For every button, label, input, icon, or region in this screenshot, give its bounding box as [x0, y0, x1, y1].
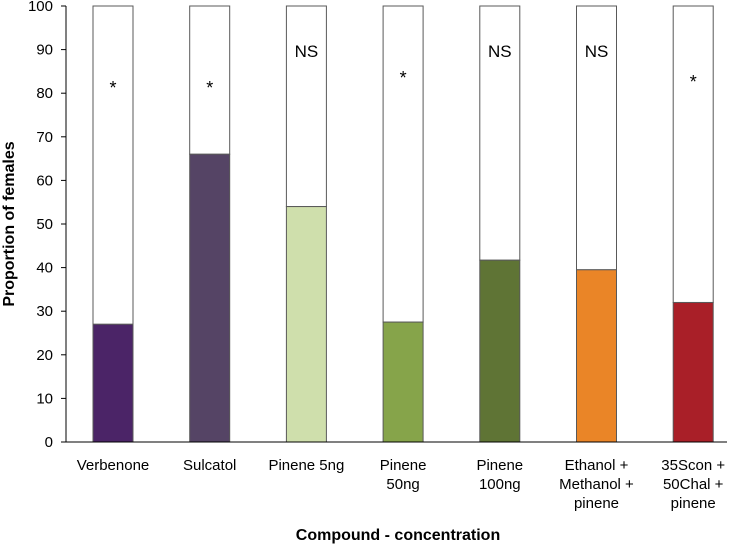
- x-category-label-line: 35Scon +: [661, 457, 725, 474]
- y-tick-label: 50: [36, 216, 53, 233]
- y-tick-label: 0: [45, 434, 53, 451]
- x-category-label: Pinene 50ng: [380, 457, 427, 493]
- bar: [92, 323, 134, 443]
- x-category-label: Verbenone: [77, 457, 150, 474]
- significance-star: *: [109, 78, 116, 98]
- x-category-label-line: 50ng: [386, 476, 419, 493]
- x-category-label-line: 100ng: [479, 476, 521, 493]
- y-tick-label: 40: [36, 260, 53, 277]
- y-axis-title: Proportion of females: [1, 141, 18, 306]
- significance-star: *: [206, 78, 213, 98]
- y-tick-label: 80: [36, 85, 53, 102]
- bar-remainder: [672, 5, 714, 303]
- y-tick-label: 70: [36, 129, 53, 146]
- x-axis-title: Compound - concentration: [296, 527, 500, 544]
- significance-star: *: [400, 68, 407, 88]
- significance-ns: NS: [585, 42, 609, 61]
- y-tick-label: 90: [36, 42, 53, 59]
- x-category-label-line: 50Chal +: [663, 476, 724, 493]
- x-axis-category-labels: Verbenone Sulcatol Pinene 5ng Pinene 50ngPin…: [77, 457, 726, 512]
- y-tick-label: 30: [36, 303, 53, 320]
- bar-remainder: [285, 5, 327, 208]
- bar-remainder: [479, 5, 521, 261]
- x-category-label-line: Pinene 5ng: [268, 457, 344, 474]
- bar: [672, 301, 714, 443]
- bar: [189, 153, 231, 443]
- significance-star: *: [690, 72, 697, 92]
- y-tick-label: 60: [36, 172, 53, 189]
- bar-remainder: [576, 5, 617, 271]
- y-tick-label: 10: [36, 390, 53, 407]
- bar-remainder: [382, 5, 424, 323]
- x-category-label: Pinene 5ng: [268, 457, 344, 474]
- x-category-label-line: Pinene: [380, 457, 427, 474]
- x-category-label-line: Sulcatol: [183, 457, 236, 474]
- x-category-label: 35Scon + 50Chal + pinene: [661, 457, 725, 512]
- x-category-label-line: Verbenone: [77, 457, 150, 474]
- x-category-label-line: pinene: [574, 495, 619, 512]
- significance-annotations: * * NS * NS NS *: [109, 42, 696, 98]
- bar: [576, 269, 617, 443]
- significance-ns: NS: [488, 42, 512, 61]
- x-category-label: Pinene 100ng: [476, 457, 523, 493]
- y-tick-label: 100: [28, 0, 53, 15]
- x-category-label-line: Ethanol +: [565, 457, 629, 474]
- y-axis: 0 10 20 30 40 50 60 70 80 90 100: [28, 0, 67, 451]
- bars: [92, 5, 714, 443]
- x-category-label: Ethanol + Methanol + pinene: [559, 457, 634, 512]
- x-category-label: Sulcatol: [183, 457, 236, 474]
- y-tick-label: 20: [36, 347, 53, 364]
- x-category-label-line: Methanol +: [559, 476, 634, 493]
- x-category-label-line: Pinene: [476, 457, 523, 474]
- bar: [382, 321, 424, 443]
- bar-remainder: [92, 5, 134, 325]
- bar-remainder: [189, 5, 231, 155]
- x-category-label-line: pinene: [671, 495, 716, 512]
- significance-ns: NS: [295, 42, 319, 61]
- bar: [285, 206, 327, 443]
- bar: [479, 259, 521, 443]
